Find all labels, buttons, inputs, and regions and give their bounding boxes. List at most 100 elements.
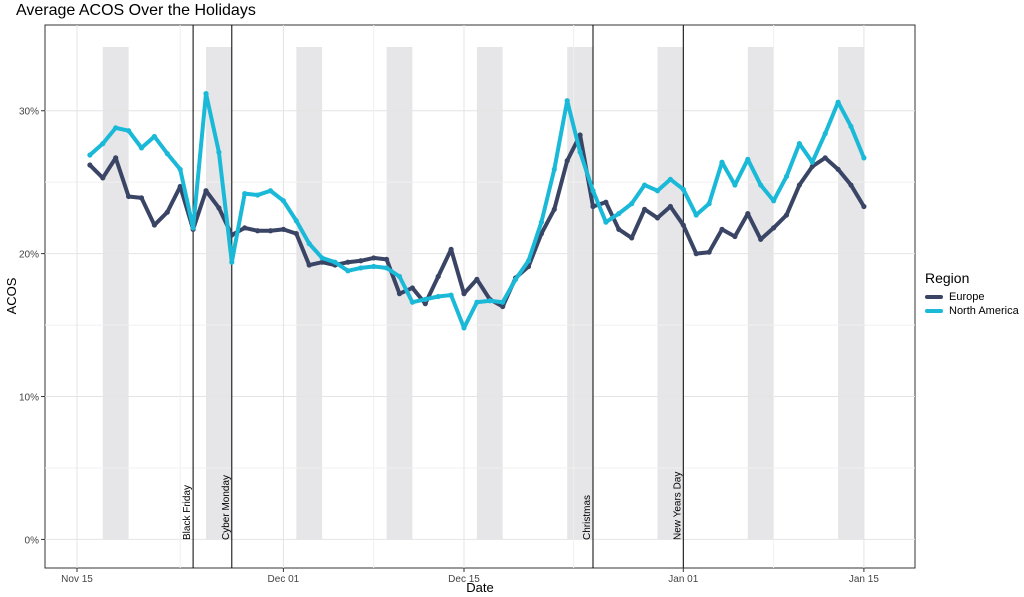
data-point-north-america bbox=[654, 188, 661, 194]
data-point-north-america bbox=[409, 299, 415, 305]
data-point-europe bbox=[164, 209, 170, 215]
data-point-north-america bbox=[164, 151, 170, 157]
data-point-europe bbox=[422, 301, 428, 307]
data-point-north-america bbox=[448, 292, 454, 298]
data-point-north-america bbox=[745, 156, 751, 162]
holiday-label-cyber-monday: Cyber Monday bbox=[221, 475, 232, 540]
data-point-north-america bbox=[113, 125, 119, 131]
data-point-north-america bbox=[629, 201, 635, 207]
data-point-europe bbox=[345, 259, 351, 265]
data-point-north-america bbox=[706, 201, 712, 207]
data-point-europe bbox=[629, 235, 635, 241]
data-point-north-america bbox=[732, 182, 738, 188]
data-point-europe bbox=[642, 206, 648, 212]
data-point-north-america bbox=[577, 149, 583, 155]
x-axis-label: Date bbox=[466, 580, 493, 595]
data-point-europe bbox=[216, 205, 222, 211]
data-point-north-america bbox=[100, 141, 106, 147]
data-point-north-america bbox=[151, 133, 157, 140]
data-point-north-america bbox=[809, 159, 815, 165]
weekend-band-8 bbox=[838, 47, 864, 540]
data-point-north-america bbox=[422, 296, 428, 302]
legend-item-europe: Europe bbox=[925, 290, 1019, 304]
data-point-europe bbox=[138, 195, 145, 201]
data-point-north-america bbox=[667, 176, 674, 182]
data-point-europe bbox=[126, 193, 132, 200]
data-point-europe bbox=[796, 182, 803, 188]
data-point-europe bbox=[835, 166, 841, 172]
data-point-north-america bbox=[642, 182, 648, 188]
data-point-north-america bbox=[332, 259, 338, 265]
chart-title: Average ACOS Over the Holidays bbox=[16, 2, 256, 19]
legend-item-north-america: North America bbox=[925, 304, 1019, 318]
data-point-north-america bbox=[758, 182, 764, 188]
data-point-north-america bbox=[848, 123, 854, 130]
data-point-north-america bbox=[461, 325, 467, 331]
series-lines bbox=[87, 90, 867, 331]
data-point-north-america bbox=[138, 145, 145, 151]
grid-lines bbox=[45, 25, 915, 568]
data-point-north-america bbox=[255, 192, 261, 198]
data-point-north-america bbox=[126, 128, 132, 134]
data-point-north-america bbox=[680, 186, 686, 192]
data-point-north-america bbox=[474, 299, 480, 305]
legend-swatch-europe bbox=[925, 295, 943, 299]
data-point-north-america bbox=[216, 149, 222, 155]
y-tick-label: 30% bbox=[19, 107, 39, 118]
x-tick-label: Dec 15 bbox=[448, 574, 480, 585]
data-point-europe bbox=[590, 203, 596, 210]
data-point-north-america bbox=[345, 268, 351, 274]
data-point-north-america bbox=[538, 219, 545, 225]
data-point-north-america bbox=[771, 198, 777, 204]
data-point-north-america bbox=[229, 259, 235, 265]
data-point-europe bbox=[577, 132, 583, 138]
data-point-europe bbox=[267, 228, 274, 234]
data-point-europe bbox=[809, 163, 815, 170]
data-point-europe bbox=[500, 303, 506, 310]
legend: Region Europe North America bbox=[925, 270, 1019, 318]
data-point-europe bbox=[203, 188, 209, 194]
data-point-europe bbox=[719, 226, 725, 232]
data-point-europe bbox=[603, 199, 609, 205]
data-point-europe bbox=[371, 255, 377, 261]
holiday-label-new-years-day: New Years Day bbox=[672, 472, 683, 540]
data-point-north-america bbox=[435, 293, 441, 300]
data-point-north-america bbox=[590, 188, 596, 194]
data-point-europe bbox=[783, 212, 790, 218]
data-point-europe bbox=[745, 211, 751, 217]
data-point-europe bbox=[384, 256, 390, 262]
weekend-band-1 bbox=[206, 47, 232, 540]
holiday-label-black-friday: Black Friday bbox=[182, 485, 193, 540]
data-point-north-america bbox=[280, 198, 286, 204]
data-point-north-america bbox=[267, 188, 274, 194]
data-point-europe bbox=[280, 226, 286, 232]
data-point-europe bbox=[100, 175, 106, 181]
data-point-north-america bbox=[719, 159, 725, 165]
data-point-north-america bbox=[319, 255, 325, 261]
data-point-europe bbox=[822, 155, 828, 161]
data-point-north-america bbox=[551, 166, 557, 172]
data-point-europe bbox=[151, 222, 157, 228]
data-point-europe bbox=[113, 155, 119, 161]
data-point-north-america bbox=[693, 212, 699, 218]
data-point-europe bbox=[771, 225, 777, 231]
data-point-north-america bbox=[87, 152, 93, 158]
data-point-north-america bbox=[487, 298, 493, 304]
data-point-north-america bbox=[306, 241, 312, 247]
weekend-band-7 bbox=[747, 47, 774, 540]
data-point-europe bbox=[732, 233, 738, 240]
data-point-north-america bbox=[384, 265, 390, 271]
legend-label-north-america: North America bbox=[949, 305, 1019, 317]
data-point-europe bbox=[667, 203, 674, 210]
data-point-europe bbox=[680, 222, 686, 228]
data-point-north-america bbox=[293, 218, 299, 224]
data-point-europe bbox=[435, 273, 441, 280]
weekend-band-0 bbox=[102, 47, 129, 540]
data-point-europe bbox=[461, 291, 467, 297]
data-point-north-america bbox=[396, 273, 403, 280]
weekend-band-6 bbox=[657, 47, 684, 540]
data-point-north-america bbox=[525, 258, 532, 264]
data-point-europe bbox=[87, 162, 93, 168]
data-point-north-america bbox=[190, 225, 196, 231]
